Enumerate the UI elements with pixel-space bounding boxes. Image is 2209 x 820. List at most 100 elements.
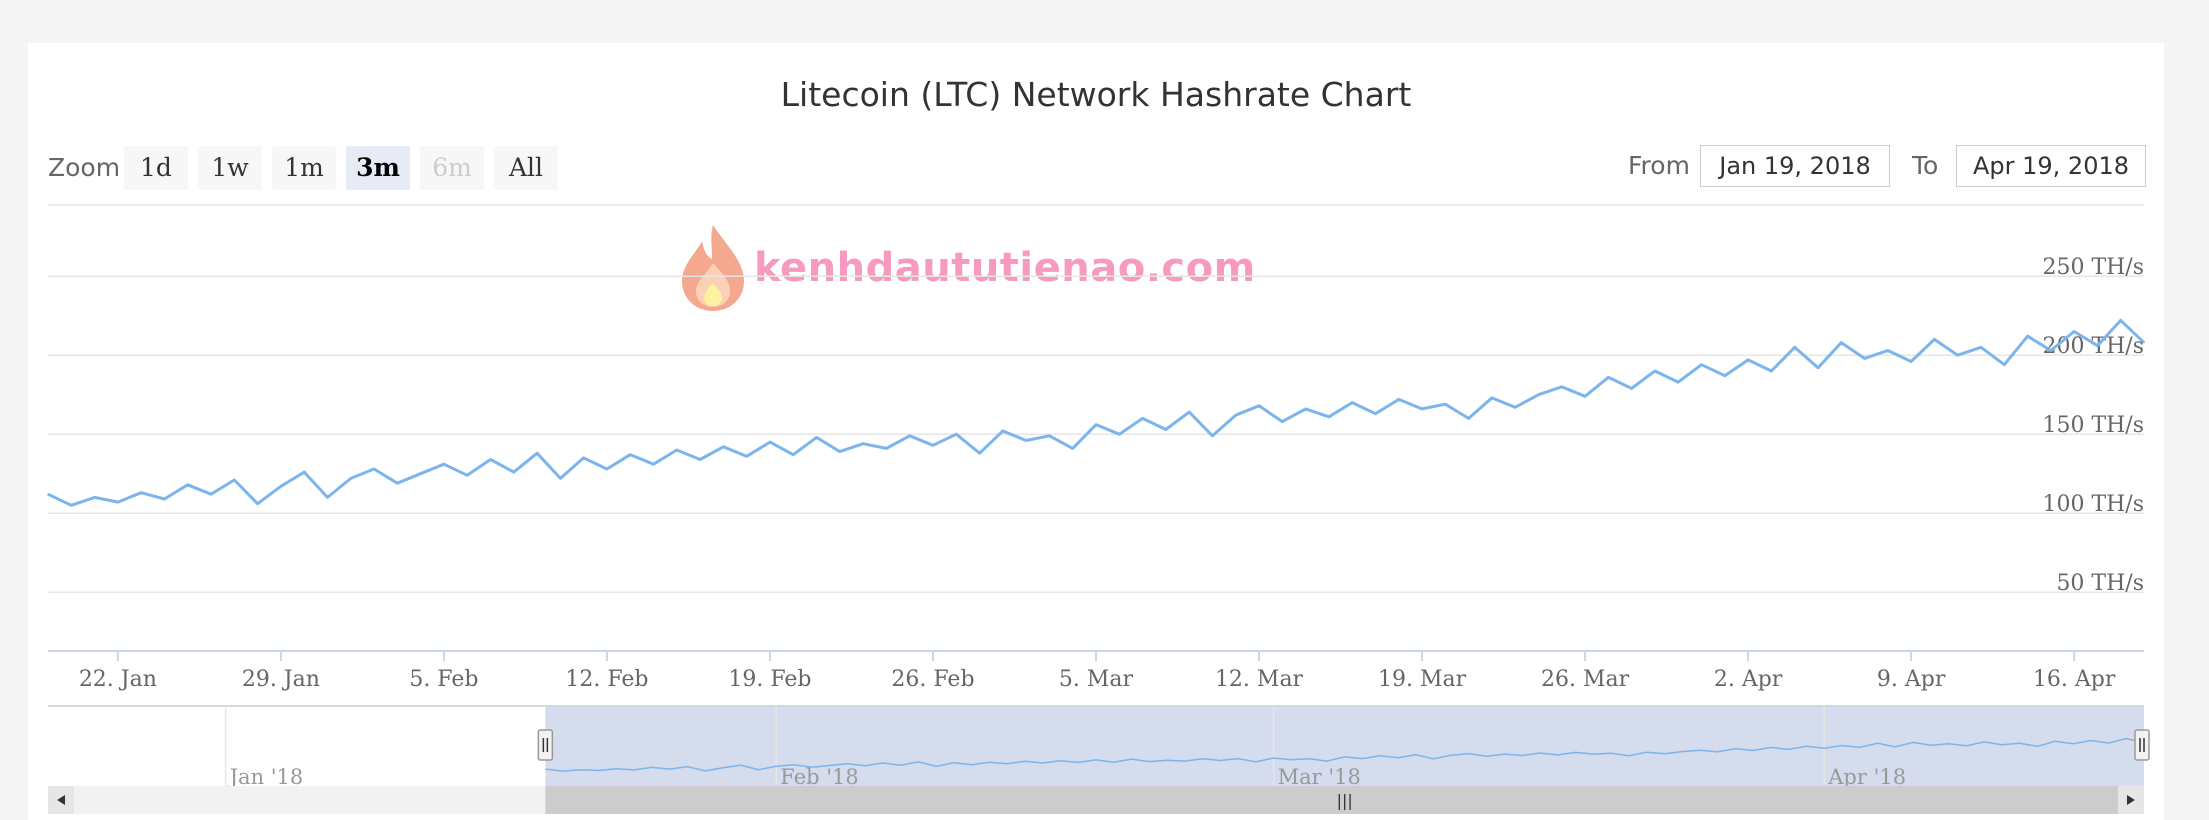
- hashrate-point: [1770, 370, 1773, 372]
- to-date-input[interactable]: Apr 19, 2018: [1956, 145, 2146, 187]
- x-tick-label: 5. Feb: [409, 667, 478, 692]
- x-tick-label: 22. Jan: [79, 667, 157, 692]
- hashrate-point: [1560, 386, 1563, 388]
- navigator-left-handle[interactable]: [537, 729, 554, 761]
- hashrate-point: [1724, 374, 1726, 377]
- x-tick-label: 29. Jan: [242, 667, 320, 692]
- x-tick-label: 19. Feb: [728, 667, 811, 692]
- hashrate-line: [47, 318, 2146, 507]
- hashrate-point: [2119, 319, 2122, 322]
- hashrate-point: [1654, 370, 1656, 372]
- hashrate-point: [1607, 376, 1610, 379]
- hashrate-point: [1141, 417, 1144, 420]
- hashrate-point: [163, 498, 166, 500]
- from-label: From: [1628, 151, 1690, 180]
- arrow-left-icon: [57, 795, 65, 805]
- watermark-text: kenhdaututienao.com: [754, 245, 1256, 291]
- hashrate-point: [93, 496, 96, 499]
- zoom-button-1d[interactable]: 1d: [124, 146, 188, 190]
- x-axis: 22. Jan 29. Jan 5. Feb 12. Feb 19. Feb 26. Fe…: [48, 650, 2144, 692]
- y-tick-label: 50 TH/s: [2056, 571, 2144, 596]
- hashrate-point: [2096, 344, 2099, 347]
- hashrate-point: [1188, 411, 1190, 413]
- hashrate-point: [1351, 401, 1353, 404]
- hashrate-point: [1491, 397, 1493, 399]
- x-tick-label: 19. Mar: [1378, 667, 1467, 692]
- hashrate-point: [885, 447, 888, 450]
- navigator-label: Feb '18: [780, 765, 858, 789]
- handle-grip[interactable]: [2134, 729, 2150, 761]
- from-date-input[interactable]: Jan 19, 2018: [1700, 145, 1890, 187]
- hashrate-point: [1211, 434, 1214, 437]
- hashrate-point: [443, 463, 445, 466]
- hashrate-point: [1071, 447, 1074, 450]
- zoom-button-all[interactable]: All: [494, 146, 558, 190]
- navigator-right-handle[interactable]: [2134, 729, 2150, 761]
- hashrate-point: [769, 441, 771, 443]
- y-tick-label: 250 TH/s: [2042, 255, 2144, 280]
- navigator-label: Jan '18: [228, 765, 304, 789]
- hashrate-point: [210, 493, 212, 496]
- hashrate-point: [419, 472, 422, 475]
- hashrate-point: [396, 482, 399, 484]
- zoom-label: Zoom: [48, 153, 121, 182]
- chart-title: Litecoin (LTC) Network Hashrate Chart: [780, 75, 1412, 114]
- hashrate-point: [1910, 360, 1912, 363]
- navigator-label: Mar '18: [1278, 765, 1361, 789]
- hashrate-point: [955, 433, 958, 436]
- x-tick-label: 12. Mar: [1215, 667, 1304, 692]
- hashrate-point: [1793, 346, 1796, 349]
- x-tick-label: 2. Apr: [1714, 667, 1783, 692]
- series-layer: [47, 318, 2146, 507]
- scrollbar[interactable]: |||: [48, 786, 2144, 814]
- hashrate-point: [256, 502, 259, 505]
- hashrate-point: [1234, 414, 1237, 417]
- hashrate-point: [792, 453, 795, 456]
- hashrate-point: [559, 477, 562, 480]
- hashrate-point: [699, 458, 701, 461]
- zoom-button-1w[interactable]: 1w: [198, 146, 262, 190]
- hashrate-point: [373, 468, 375, 470]
- y-axis-labels: 50 TH/s 100 TH/s 150 TH/s 200 TH/s 250 TH/s: [2042, 255, 2144, 596]
- hashrate-point: [326, 496, 329, 499]
- hashrate-point: [512, 471, 515, 473]
- hashrate-point: [1514, 406, 1516, 409]
- navigator[interactable]: Jan '18 Feb '18 Mar '18 Apr '18: [48, 705, 2150, 789]
- handle-grip[interactable]: [537, 729, 554, 761]
- navigator-series: [545, 737, 2145, 772]
- hashrate-point: [862, 442, 864, 445]
- hashrate-point: [349, 477, 352, 480]
- scrollbar-thumb[interactable]: [545, 786, 2144, 814]
- hashrate-point: [1165, 428, 1167, 431]
- y-tick-label: 200 TH/s: [2042, 334, 2144, 359]
- hashrate-point: [1002, 430, 1004, 432]
- hashrate-point: [815, 436, 818, 439]
- zoom-button-1m[interactable]: 1m: [272, 146, 336, 190]
- hashrate-point: [2073, 330, 2075, 333]
- hashrate-point: [745, 455, 748, 458]
- hashrate-point: [1747, 359, 1749, 361]
- navigator-selection[interactable]: [545, 706, 2144, 786]
- hashrate-point: [1025, 439, 1027, 442]
- hashrate-point: [233, 479, 236, 481]
- watermark: kenhdaututienao.com: [678, 223, 1256, 313]
- hashrate-point: [722, 446, 725, 448]
- hashrate-point: [140, 491, 142, 494]
- y-tick-label: 150 TH/s: [2042, 413, 2144, 438]
- hashrate-point: [1118, 433, 1121, 436]
- hashrate-point: [2050, 349, 2052, 352]
- hashrate-point: [2026, 335, 2029, 338]
- hashrate-point: [1630, 387, 1633, 390]
- zoom-button-6m: 6m: [420, 146, 484, 190]
- hashrate-point: [1444, 403, 1447, 405]
- hashrate-point: [1584, 395, 1586, 398]
- zoom-button-3m[interactable]: 3m: [346, 146, 410, 190]
- hashrate-point: [466, 474, 469, 477]
- hashrate-point: [932, 444, 934, 447]
- x-tick-label: 9. Apr: [1877, 667, 1946, 692]
- hashrate-point: [70, 504, 73, 507]
- chart-card: Litecoin (LTC) Network Hashrate Chart Zo…: [28, 43, 2164, 820]
- hashrate-point: [1700, 363, 1703, 366]
- hashrate-point: [582, 457, 585, 459]
- hashrate-point: [303, 471, 305, 473]
